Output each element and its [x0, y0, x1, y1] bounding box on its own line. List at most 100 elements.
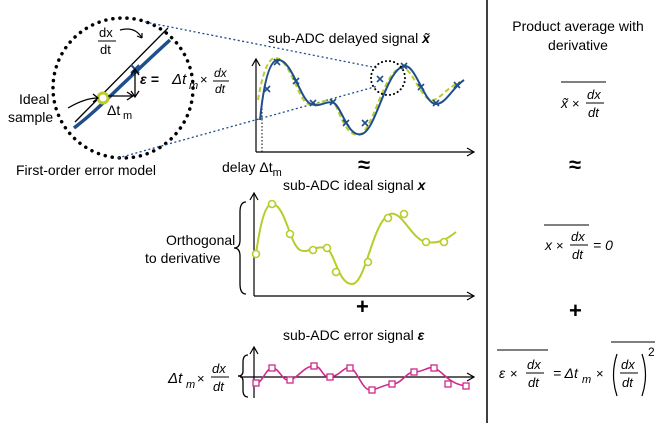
- ideal-signal-plot: sub-ADC ideal signal x Orthogonal to der…: [145, 177, 476, 301]
- ideal-title-sym: x: [417, 177, 427, 193]
- right-plus-symbol: +: [569, 298, 582, 323]
- delayed-sample-6: [342, 119, 350, 127]
- ideal-sample-10: [421, 237, 431, 247]
- delayed-signal-plot: sub-ADC delayed signal x̃ delay: [222, 30, 476, 179]
- derivative-arrowhead: [136, 33, 143, 39]
- ideal-sample-1: [251, 249, 261, 259]
- ideal-brace: [233, 201, 247, 295]
- eq1-times: ×: [572, 96, 580, 111]
- ideal-side-label-1: Orthogonal: [166, 232, 235, 248]
- left-plus-symbol: +: [356, 294, 369, 319]
- error-title-sym: ε: [418, 327, 425, 343]
- delayed-zoom-region: [370, 60, 406, 96]
- right-header-line1: Product average with: [512, 18, 644, 34]
- right-header-line2: derivative: [548, 37, 608, 53]
- ideal-y-arrowhead: [249, 191, 259, 201]
- eq3-sub: m: [582, 374, 591, 386]
- ideal-x-arrowhead: [466, 291, 476, 301]
- eq3-power: 2: [648, 345, 655, 359]
- delayed-sample-3: [292, 77, 300, 85]
- error-title-text: sub-ADC error signal: [283, 327, 418, 343]
- delayed-sample-12: [453, 81, 461, 89]
- delayed-sample-5: [329, 98, 337, 106]
- epsilon-label: ε =: [140, 71, 159, 87]
- zoom-circle: [51, 16, 195, 160]
- error-side-dt: Δt: [167, 370, 183, 387]
- ideal-sample-7: [363, 257, 373, 267]
- delayed-sample-11: [432, 99, 440, 107]
- equation-ideal-product: x × dx dt = 0: [544, 224, 613, 262]
- delta-t-label: Δt: [107, 102, 120, 118]
- delayed-sample-10: [417, 83, 425, 91]
- error-y-arrowhead: [249, 345, 259, 355]
- equation-delayed-product: x̃ × dx dt: [560, 81, 606, 120]
- eq3-paren-left: [612, 353, 618, 397]
- epsilon-arrowhead-up: [130, 67, 140, 76]
- ideal-title: sub-ADC ideal signal x: [283, 177, 427, 193]
- delta-t-arrowhead: [126, 91, 135, 101]
- eq3-paren-right: [641, 353, 647, 397]
- ideal-sample-11: [439, 237, 449, 247]
- eq3-num: dx: [527, 357, 541, 372]
- delayed-sample-1: [263, 85, 271, 93]
- error-sample-3: [286, 376, 294, 384]
- ideal-sample-3: [285, 229, 295, 239]
- epsilon-rhs-m: m: [189, 80, 198, 92]
- derivative-arrow: [119, 28, 143, 39]
- ideal-sample-5: [322, 243, 332, 253]
- right-column: Product average with derivative x̃ × dx …: [497, 18, 655, 397]
- delayed-x-arrowhead: [466, 147, 476, 157]
- error-sample-7: [368, 386, 376, 394]
- delayed-title-text: sub-ADC delayed signal: [268, 30, 422, 46]
- eq3-eq: = Δt: [553, 365, 579, 381]
- delayed-sample-2: [273, 58, 281, 66]
- error-sample-2: [268, 364, 276, 372]
- error-sample-10: [430, 364, 438, 372]
- error-title: sub-ADC error signal ε: [283, 327, 425, 343]
- delayed-x-label: delay Δtm: [222, 159, 282, 179]
- zoom-circle-group: dx dt ε = Δt m × dx dt Δt m Ideal sample…: [8, 16, 229, 178]
- delayed-sample-7: [361, 119, 369, 127]
- epsilon-arrowhead-down: [130, 90, 140, 99]
- delayed-sample-markers: [263, 58, 461, 127]
- ideal-label-line1: Ideal: [19, 91, 49, 107]
- eq3-pden: dt: [622, 375, 634, 390]
- delayed-title: sub-ADC delayed signal x̃: [268, 30, 431, 46]
- error-brace: [237, 354, 249, 398]
- zoom-dx-num: dx: [99, 25, 113, 40]
- epsilon-frac-den: dt: [215, 82, 226, 96]
- ideal-sample-2: [267, 199, 277, 209]
- eq2-den: dt: [572, 247, 584, 262]
- epsilon-frac-num: dx: [214, 66, 228, 80]
- eq3-times: ×: [510, 366, 518, 381]
- eq3-sym: ε: [499, 365, 506, 381]
- ideal-sample-markers: [251, 199, 449, 277]
- left-approx-symbol: ≈: [358, 152, 370, 177]
- delayed-sample-8: [376, 75, 384, 83]
- ideal-sample-8: [383, 213, 393, 223]
- ideal-label-line2: sample: [8, 109, 53, 125]
- error-sample-1: [252, 379, 260, 387]
- ideal-pointer-arrowhead: [92, 93, 100, 103]
- eq1-sym: x̃: [560, 95, 569, 111]
- error-side-num: dx: [212, 361, 226, 376]
- error-side-times: ×: [197, 371, 205, 386]
- eq3-den: dt: [528, 375, 540, 390]
- delayed-x-label-text: delay Δt: [222, 159, 273, 175]
- delayed-x-label-sub: m: [273, 167, 282, 179]
- zoom-signal-curve: [72, 38, 172, 130]
- ideal-side-label-2: to derivative: [145, 250, 221, 266]
- right-approx-symbol: ≈: [569, 152, 581, 177]
- ideal-title-text: sub-ADC ideal signal: [283, 177, 418, 193]
- error-sample-8: [388, 380, 396, 388]
- eq3-pnum: dx: [621, 357, 635, 372]
- eq2-times: ×: [556, 238, 564, 253]
- epsilon-rhs-dt: Δt: [171, 71, 187, 88]
- error-side-den: dt: [213, 379, 225, 394]
- eq2-rhs: = 0: [593, 237, 613, 253]
- error-sample-11: [444, 380, 452, 388]
- delayed-ideal-dashed: [257, 56, 461, 137]
- error-sample-9: [410, 368, 418, 376]
- zoom-connector-top: [144, 21, 379, 69]
